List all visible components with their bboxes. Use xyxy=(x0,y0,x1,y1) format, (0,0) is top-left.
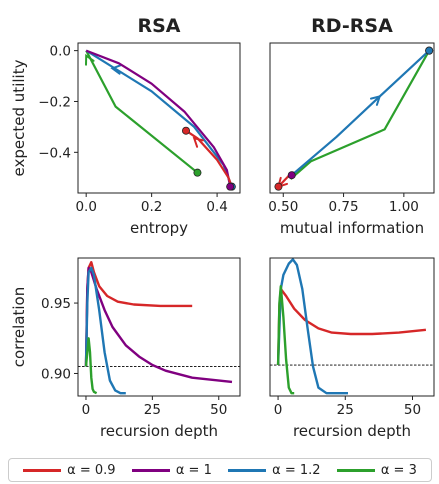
legend-label: α = 1 xyxy=(175,462,212,478)
x-tick-label: 0.0 xyxy=(75,199,96,215)
start-marker-alpha_1 xyxy=(287,171,296,180)
y-axis-label-top: expected utility xyxy=(10,59,28,176)
series-line-alpha_0.9 xyxy=(276,287,427,366)
legend-label: α = 0.9 xyxy=(67,462,116,478)
x-tick-label: 0.75 xyxy=(329,199,359,215)
arrow-head-alpha_1.2 xyxy=(370,94,382,106)
arrow-head-alpha_0.9 xyxy=(192,136,204,148)
axes-frame xyxy=(269,42,435,194)
series-line-alpha_3 xyxy=(276,285,295,395)
series-group xyxy=(84,261,233,395)
legend-label: α = 1.2 xyxy=(272,462,321,478)
series-group xyxy=(276,258,427,395)
panel-rsa: 0.0 0.2 0.4 0.0 −0.2 −0.4 xyxy=(38,42,241,215)
panel-rd-rsa: 0.50 0.75 1.00 xyxy=(268,42,435,215)
legend-item-alpha-1.2: α = 1.2 xyxy=(228,462,321,478)
x-axis-label-mutual-information: mutual information xyxy=(280,219,424,237)
y-tick-label: 0.95 xyxy=(41,296,71,312)
start-marker-alpha_0.9 xyxy=(181,126,190,135)
legend-swatch xyxy=(336,468,375,472)
arrow-head-alpha_3 xyxy=(85,53,95,66)
y-tick-label: −0.2 xyxy=(38,94,71,110)
y-axis-label-bottom: correlation xyxy=(10,287,28,368)
start-marker-alpha_0.9 xyxy=(274,182,283,191)
axes-frame xyxy=(77,42,241,194)
panel-correlation-rsa: 0 25 50 0.90 0.95 xyxy=(41,257,241,418)
series-line-alpha_1.2 xyxy=(85,49,233,187)
series-line-alpha_1.2 xyxy=(290,49,430,177)
legend-item-alpha-3: α = 3 xyxy=(336,462,417,478)
x-axis-label-entropy: entropy xyxy=(130,219,188,237)
x-tick-label: 25 xyxy=(144,402,161,418)
panel-title-rd-rsa: RD-RSA xyxy=(311,15,393,37)
x-tick-label: 0 xyxy=(274,402,283,418)
panel-title-rsa: RSA xyxy=(137,15,180,37)
y-tick-label: 0.90 xyxy=(41,366,71,382)
series-line-alpha_1.2 xyxy=(276,258,348,395)
arrow-head-alpha_1.2 xyxy=(110,64,122,75)
x-tick-label: 0.4 xyxy=(206,199,227,215)
series-line-alpha_1.2 xyxy=(84,266,126,395)
series-line-alpha_0.9 xyxy=(84,261,193,367)
x-axis-label-recursion-depth-right: recursion depth xyxy=(293,422,411,440)
legend-swatch xyxy=(23,468,62,472)
y-tick-label: 0.0 xyxy=(50,44,71,60)
legend-label: α = 3 xyxy=(380,462,417,478)
legend-swatch xyxy=(228,468,267,472)
start-marker-alpha_1.2 xyxy=(425,46,434,55)
legend-swatch xyxy=(131,468,170,472)
series-line-alpha_3 xyxy=(84,337,98,395)
y-tick-label: −0.4 xyxy=(38,145,71,161)
axes-frame xyxy=(269,257,435,397)
x-tick-label: 25 xyxy=(337,402,354,418)
panel-correlation-rd-rsa: 0 25 50 xyxy=(269,257,435,418)
series-line-alpha_0.9 xyxy=(185,129,233,187)
legend: α = 0.9 α = 1 α = 1.2 α = 3 xyxy=(8,458,432,482)
start-marker-alpha_3 xyxy=(193,168,202,177)
start-marker-alpha_1 xyxy=(226,182,235,191)
x-tick-label: 1.00 xyxy=(389,199,419,215)
series-line-alpha_1 xyxy=(84,266,233,384)
series-group xyxy=(85,49,236,191)
legend-item-alpha-1: α = 1 xyxy=(131,462,212,478)
x-tick-label: 50 xyxy=(404,402,421,418)
series-group xyxy=(274,46,434,191)
x-axis-label-recursion-depth-left: recursion depth xyxy=(100,422,218,440)
x-tick-label: 50 xyxy=(210,402,227,418)
series-line-alpha_3 xyxy=(85,50,199,174)
series-line-alpha_3 xyxy=(289,50,431,180)
x-tick-label: 0.50 xyxy=(268,199,298,215)
legend-item-alpha-0.9: α = 0.9 xyxy=(23,462,116,478)
axes-frame xyxy=(77,257,241,397)
series-line-alpha_1 xyxy=(85,49,232,187)
x-tick-label: 0.2 xyxy=(141,199,162,215)
x-tick-label: 0 xyxy=(82,402,91,418)
